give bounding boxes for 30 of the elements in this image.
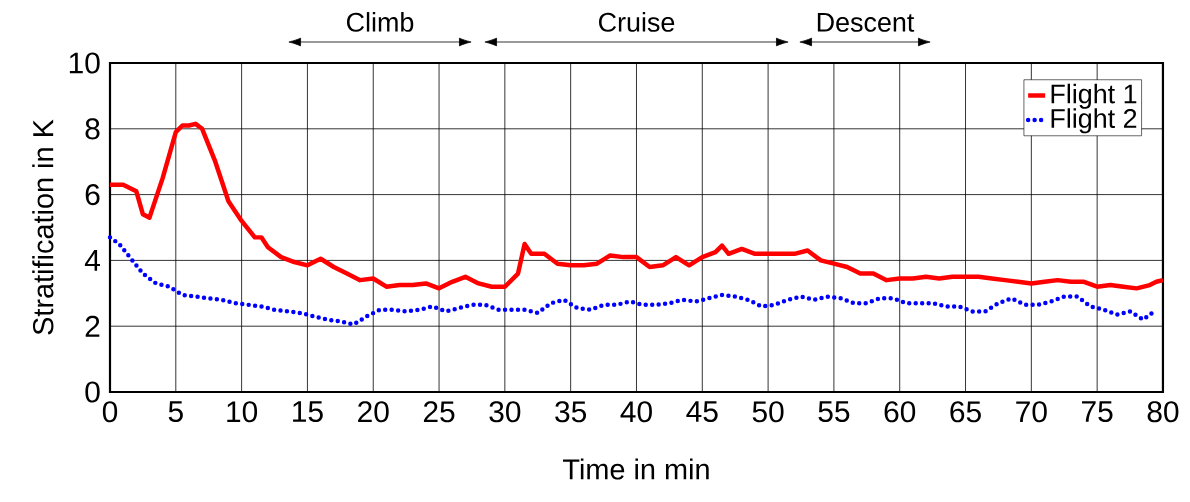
legend-label: Flight 1 (1051, 83, 1137, 109)
x-tick-label: 35 (555, 401, 587, 423)
x-tick-label: 60 (884, 401, 916, 423)
y-tick-label: 4 (84, 250, 100, 271)
x-tick-label: 40 (620, 401, 652, 423)
x-tick-label: 10 (227, 401, 258, 423)
x-tick-label: 75 (1082, 401, 1113, 423)
x-axis-title: Time in min (563, 458, 709, 480)
text: Climb (346, 12, 414, 32)
x-tick-label: 25 (423, 401, 455, 423)
x-tick-label: 0 (102, 401, 118, 423)
x-tick-label: 70 (1016, 401, 1047, 423)
x-tick-label: 65 (950, 401, 981, 423)
legend-label: Flight 2 (1051, 108, 1137, 134)
y-axis-title: Stratification in K (32, 119, 54, 335)
y-tick-label: 6 (85, 184, 100, 206)
x-tick-label: 20 (358, 401, 389, 423)
text: Cruise (599, 12, 675, 32)
y-tick-label: 0 (85, 381, 100, 403)
x-tick-label: 55 (818, 401, 850, 423)
x-tick-label: 45 (686, 401, 718, 423)
x-tick-label: 5 (168, 401, 183, 423)
x-tick-label: 15 (293, 401, 323, 423)
x-tick-label: 30 (489, 401, 521, 423)
y-tick-label: 2 (85, 315, 100, 337)
text: Descent (817, 13, 915, 32)
y-tick-label: 8 (85, 118, 100, 140)
y-tick-label: 10 (69, 52, 100, 74)
x-tick-label: 80 (1147, 401, 1179, 423)
x-tick-label: 50 (752, 401, 784, 423)
